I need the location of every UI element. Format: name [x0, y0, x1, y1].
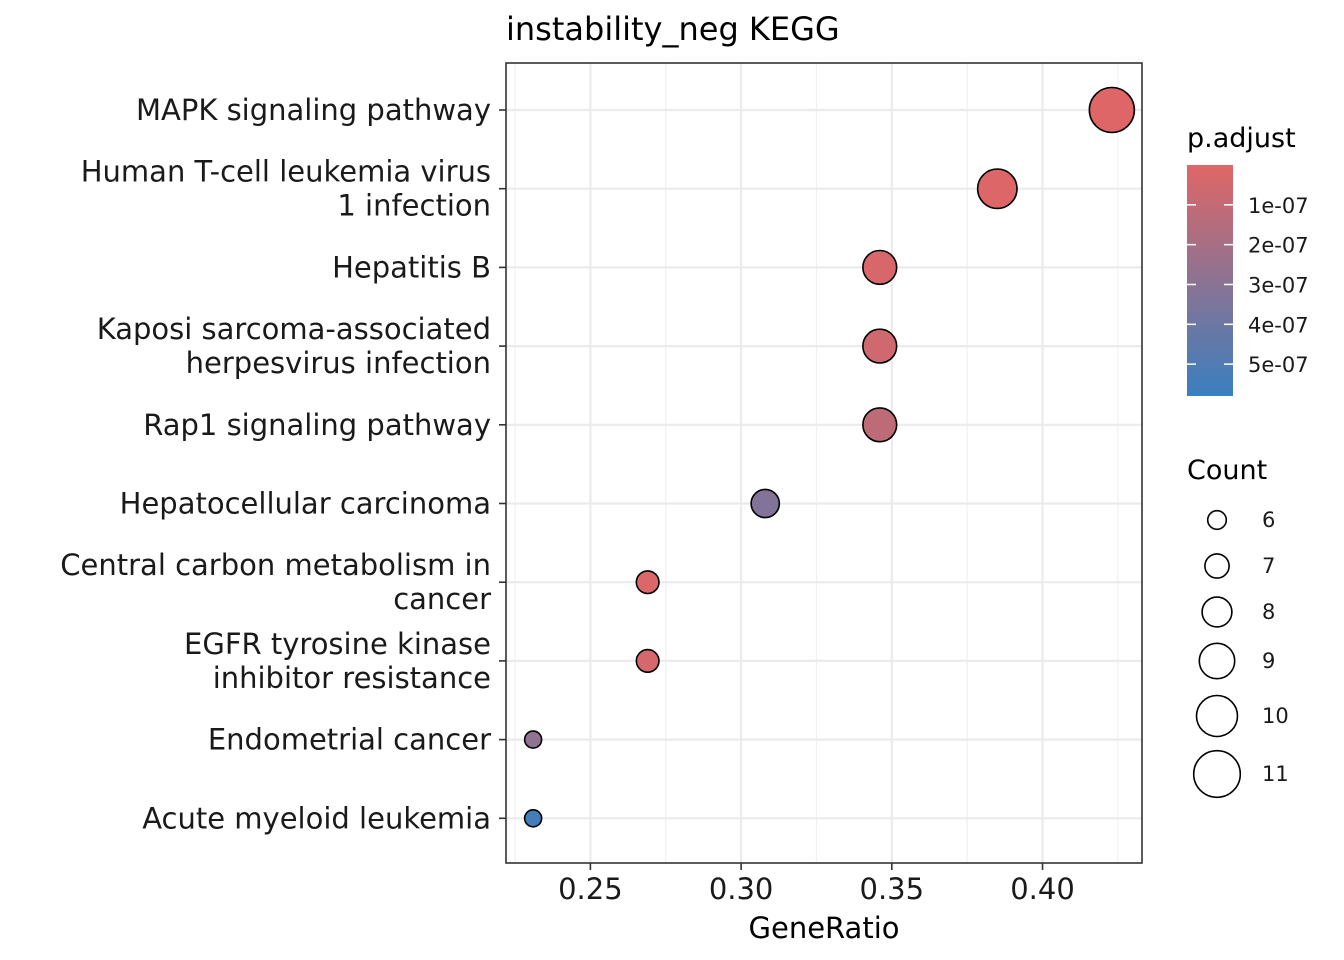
data-point — [862, 328, 898, 364]
x-tick-label: 0.25 — [558, 872, 623, 906]
color-legend-label: 3e-07 — [1248, 273, 1309, 297]
color-bar — [1187, 165, 1233, 396]
data-point — [635, 570, 660, 595]
size-legend-label: 11 — [1262, 762, 1289, 786]
data-point — [750, 488, 781, 519]
color-legend-label: 2e-07 — [1248, 234, 1309, 258]
x-tick-label: 0.35 — [860, 872, 925, 906]
data-point — [523, 730, 543, 749]
data-point — [1088, 86, 1136, 134]
y-tick-label: Acute myeloid leukemia — [142, 801, 491, 835]
plot-panel — [505, 62, 1143, 864]
size-legend-label: 8 — [1262, 600, 1275, 624]
y-tick-label: Kaposi sarcoma-associated herpesvirus inf… — [97, 312, 491, 380]
data-point — [523, 808, 543, 828]
size-legend-label: 10 — [1262, 704, 1289, 728]
size-legend-key — [1201, 596, 1233, 628]
x-axis-title: GeneRatio — [749, 911, 900, 945]
chart-title: instability_neg KEGG — [506, 10, 840, 48]
p-adjust-legend: p.adjust 1e-07 2e-07 3e-07 4e-07 5e-07 — [1187, 123, 1309, 396]
y-tick-label: Central carbon metabolism in cancer — [60, 548, 491, 616]
data-point — [862, 407, 898, 443]
count-legend: Count 6 7 8 9 10 11 — [1187, 455, 1289, 799]
x-axis: 0.25 0.30 0.35 0.40 — [558, 863, 1075, 906]
size-legend-key — [1204, 553, 1230, 579]
size-legend-key — [1198, 642, 1236, 680]
y-tick-label: Rap1 signaling pathway — [143, 408, 491, 442]
x-tick-label: 0.40 — [1010, 872, 1075, 906]
data-point — [976, 168, 1018, 210]
size-legend-label: 9 — [1262, 649, 1275, 673]
y-tick-label: Hepatocellular carcinoma — [120, 487, 491, 521]
size-legend-key — [1195, 694, 1239, 738]
y-axis: MAPK signaling pathway Human T-cell leuke… — [60, 93, 506, 835]
color-legend-label: 1e-07 — [1248, 194, 1309, 218]
y-tick-label: Human T-cell leukemia virus 1 infection — [81, 155, 491, 223]
size-legend-label: 7 — [1262, 554, 1275, 578]
color-legend-label: 5e-07 — [1248, 353, 1309, 377]
x-tick-label: 0.30 — [709, 872, 774, 906]
data-point — [635, 648, 660, 674]
size-legend-title: Count — [1187, 455, 1267, 486]
size-legend-key — [1206, 509, 1228, 531]
color-legend-label: 4e-07 — [1248, 313, 1309, 337]
panel-background — [506, 63, 1142, 863]
y-tick-label: Endometrial cancer — [208, 723, 491, 757]
y-tick-label: MAPK signaling pathway — [136, 93, 491, 127]
size-legend-key — [1192, 749, 1242, 799]
y-tick-label: EGFR tyrosine kinase inhibitor resistance — [184, 627, 491, 695]
data-point — [862, 249, 898, 286]
y-tick-label: Hepatitis B — [332, 250, 491, 284]
size-legend-label: 6 — [1262, 508, 1275, 532]
panel-border — [505, 62, 1143, 864]
color-legend-title: p.adjust — [1187, 123, 1296, 154]
